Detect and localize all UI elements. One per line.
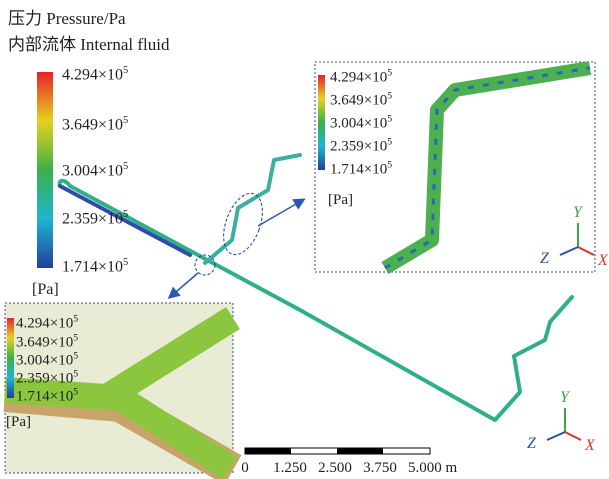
exponent: 5 (387, 90, 392, 101)
legend-label: 2.359×105 (62, 209, 128, 227)
legend-unit: [Pa] (32, 281, 59, 298)
axis-label: Y (560, 389, 571, 406)
legend-label: 3.649×105 (330, 90, 392, 108)
colorbar (318, 75, 325, 170)
legend-label: 3.649×105 (16, 332, 78, 350)
exponent: 5 (73, 350, 78, 361)
title-line: 压力 Pressure/Pa (8, 9, 126, 28)
legend-unit: [Pa] (328, 192, 353, 208)
axis-label: X (584, 437, 596, 454)
arrow (170, 273, 198, 297)
mantissa: 3.004×10 (330, 115, 387, 131)
scale-label: 2.500 (318, 460, 352, 476)
legend-label: 2.359×105 (330, 136, 392, 154)
legend-label: 1.714×105 (16, 386, 78, 404)
scale-label: 1.250 (273, 460, 307, 476)
mantissa: 1.714×10 (16, 388, 73, 404)
scale-label: 3.750 (363, 460, 397, 476)
exponent: 5 (123, 209, 128, 220)
figure: 压力 Pressure/Pa 内部流体 Internal fluid 4.294… (0, 0, 609, 479)
mantissa: 2.359×10 (62, 211, 123, 228)
arrow (258, 200, 303, 226)
exponent: 5 (123, 115, 128, 126)
exponent: 5 (73, 386, 78, 397)
mantissa: 3.649×10 (16, 334, 73, 350)
exponent: 5 (73, 368, 78, 379)
mantissa: 4.294×10 (62, 67, 123, 84)
axis-label: Z (540, 250, 550, 267)
axis-label: X (597, 252, 609, 269)
legend-label: 1.714×105 (62, 257, 128, 275)
legend-label: 3.004×105 (16, 350, 78, 368)
axis-label: Z (527, 435, 537, 452)
legend-label: 2.359×105 (16, 368, 78, 386)
scale-label: 5.000 m (408, 460, 458, 476)
mantissa: 3.649×10 (62, 117, 123, 134)
exponent: 5 (123, 65, 128, 76)
legend-unit: [Pa] (6, 414, 31, 430)
legend-label: 3.004×105 (330, 113, 392, 131)
exponent: 5 (73, 332, 78, 343)
mantissa: 2.359×10 (330, 138, 387, 154)
exponent: 5 (73, 313, 78, 324)
mantissa: 3.649×10 (330, 92, 387, 108)
exponent: 5 (123, 257, 128, 268)
axis-z (547, 432, 565, 440)
legend-label: 3.649×105 (62, 115, 128, 133)
mantissa: 1.714×10 (330, 161, 387, 177)
exponent: 5 (387, 136, 392, 147)
exponent: 5 (123, 161, 128, 172)
legend-label: 4.294×105 (62, 65, 128, 83)
colorbar (7, 318, 14, 398)
mantissa: 4.294×10 (330, 69, 387, 85)
exponent: 5 (387, 67, 392, 78)
mantissa: 3.004×10 (62, 163, 123, 180)
mantissa: 1.714×10 (62, 259, 123, 276)
title-line: 内部流体 Internal fluid (8, 35, 170, 54)
colorbar (37, 72, 53, 268)
mantissa: 4.294×10 (16, 315, 73, 331)
legend-label: 1.714×105 (330, 159, 392, 177)
mantissa: 3.004×10 (16, 352, 73, 368)
axis-x (565, 432, 581, 440)
mantissa: 2.359×10 (16, 370, 73, 386)
legend-label: 4.294×105 (16, 313, 78, 331)
exponent: 5 (387, 113, 392, 124)
scale-bar (245, 448, 430, 454)
exponent: 5 (387, 159, 392, 170)
legend-label: 3.004×105 (62, 161, 128, 179)
scale-label: 0 (241, 460, 249, 476)
legend-label: 4.294×105 (330, 67, 392, 85)
